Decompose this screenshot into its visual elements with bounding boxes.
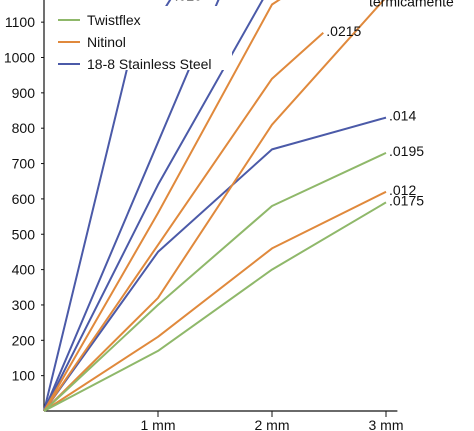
legend-label: 18-8 Stainless Steel [87, 56, 212, 72]
series-line [43, 32, 324, 412]
series-line [43, 0, 386, 412]
legend-label: Nitinol [87, 34, 126, 50]
y-tick-label: 500 [12, 226, 36, 242]
y-tick-label: 100 [12, 368, 36, 384]
series-label: .0175 [389, 192, 424, 208]
series-label: .0215 [326, 23, 361, 39]
series-label: .019Nitinolno tratadotérmicamente [369, 0, 454, 9]
series-label: .0195 [389, 143, 424, 159]
x-tick-label: 3 mm [369, 417, 404, 431]
series-line [43, 190, 387, 412]
series-line [43, 0, 264, 412]
series-label: .014 [389, 108, 416, 124]
y-tick-label: 200 [12, 332, 36, 348]
x-axis: 1 mm 2 mm 3 mm [44, 410, 404, 431]
x-tick-label: 1 mm [141, 417, 176, 431]
y-tick-label: 700 [12, 156, 36, 172]
series-line [43, 0, 281, 412]
y-tick-label: 400 [12, 262, 36, 278]
y-tick-label: 1000 [4, 50, 35, 66]
series-label: .020 [175, 0, 202, 3]
series-line [43, 151, 387, 412]
y-tick-label: 300 [12, 297, 36, 313]
series-line [43, 201, 387, 412]
legend-label: Twistflex [87, 12, 141, 28]
y-tick-label: 600 [12, 191, 36, 207]
y-axis: 1002003004005006007008009001000110012001… [4, 0, 45, 411]
y-tick-label: 900 [12, 85, 36, 101]
y-tick-label: 1100 [5, 14, 35, 30]
series-line [43, 116, 387, 412]
x-tick-label: 2 mm [255, 417, 290, 431]
series-label: .012 [389, 182, 416, 198]
series-label-line: térmicamente [369, 0, 454, 9]
y-tick-label: 800 [12, 120, 36, 136]
legend: Twistflex Nitinol 18-8 Stainless Steel [52, 6, 232, 72]
legend-box [52, 6, 232, 70]
series-labels: .018.016.020.014.019Nitinoltratadotérmic… [175, 0, 454, 208]
